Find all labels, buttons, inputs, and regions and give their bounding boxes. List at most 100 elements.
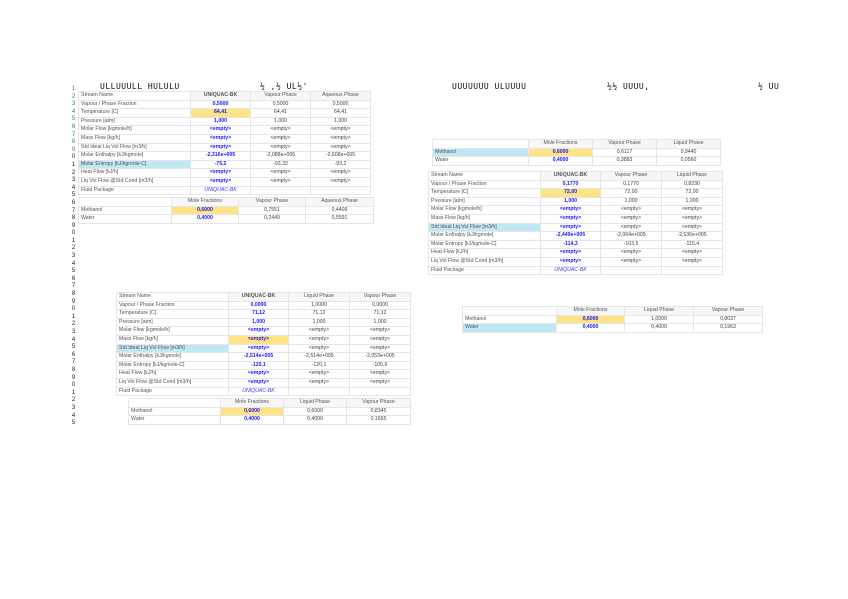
- table-row[interactable]: Molar Flow [kgmole/h] <empty> <empty> <empt…: [116, 326, 411, 336]
- table-row[interactable]: Fluid Package UNIQUAC-BK: [78, 185, 371, 196]
- cell-value[interactable]: <empty>: [250, 168, 311, 178]
- cell-value[interactable]: 0,4000: [171, 214, 239, 224]
- cell-value[interactable]: UNIQUAC-BK: [190, 185, 251, 196]
- cell-value[interactable]: -2,449e+005: [540, 231, 601, 241]
- table-row[interactable]: Pressure [atm] 1,000 1,000 1,000: [78, 116, 371, 127]
- cell-value[interactable]: 1,000: [190, 116, 251, 127]
- table-row[interactable]: Molar Flow [kgmole/h] <empty> <empty> <empt…: [78, 125, 371, 135]
- cell-value[interactable]: <empty>: [600, 256, 662, 267]
- cell-value[interactable]: 64,41: [190, 108, 251, 118]
- table-row[interactable]: Pressure [atm] 1,000 1,000 1,000: [116, 317, 411, 328]
- table-row[interactable]: Mass Flow [kg/h] <empty> <empty> <empty>: [428, 213, 723, 224]
- cell-value[interactable]: <empty>: [228, 334, 289, 345]
- cell-value[interactable]: <empty>: [661, 222, 723, 233]
- cell-value[interactable]: 0,5591: [305, 214, 374, 224]
- table-row[interactable]: Molar Enthalpy [kJ/kgmole] -2,449e+005 -2,…: [428, 231, 723, 241]
- cell-value[interactable]: 1,000: [600, 196, 662, 207]
- cell-value[interactable]: -120,1: [228, 360, 289, 371]
- cell-value[interactable]: <empty>: [540, 205, 601, 215]
- cell-value[interactable]: <empty>: [310, 125, 371, 135]
- cell-value[interactable]: 0,6000: [556, 314, 625, 325]
- table-row[interactable]: Heat Flow [kJ/h] <empty> <empty> <empty>: [116, 369, 411, 379]
- cell-value[interactable]: 72,00: [661, 188, 723, 198]
- cell-value[interactable]: -2,053e+005: [349, 352, 411, 362]
- cell-value[interactable]: 0,1655: [346, 415, 411, 425]
- cell-value[interactable]: <empty>: [349, 334, 411, 345]
- cell-value[interactable]: <empty>: [228, 326, 289, 336]
- cell-value[interactable]: <empty>: [250, 176, 311, 187]
- cell-value[interactable]: [600, 265, 662, 276]
- cell-value[interactable]: 1,000: [310, 116, 371, 127]
- cell-value[interactable]: 1,000: [288, 317, 350, 328]
- table-row[interactable]: Fluid Package UNIQUAC-BK: [428, 265, 723, 276]
- table-row[interactable]: Molar Entropy [kJ/kgmole-C] -75,2 -93,32 -9…: [78, 159, 371, 170]
- cell-value[interactable]: -2,608e+005: [310, 151, 371, 161]
- cell-value[interactable]: <empty>: [600, 222, 662, 233]
- cell-value[interactable]: <empty>: [288, 334, 350, 345]
- cell-value[interactable]: <empty>: [288, 369, 350, 379]
- cell-value[interactable]: 1,000: [349, 317, 411, 328]
- cell-value[interactable]: -2,514e+005: [288, 352, 350, 362]
- cell-value[interactable]: 0,4000: [556, 323, 625, 333]
- table-row[interactable]: Liq Vol Flow @Std Cond [m3/h] <empty> <emp…: [78, 176, 371, 187]
- cell-value[interactable]: -114,3: [540, 239, 601, 250]
- table-row[interactable]: Pressure [atm] 1,000 1,000 1,000: [428, 196, 723, 207]
- cell-value[interactable]: 0,2449: [238, 214, 306, 224]
- cell-value[interactable]: <empty>: [540, 222, 601, 233]
- cell-value[interactable]: 1,0000: [288, 300, 350, 311]
- cell-value[interactable]: <empty>: [600, 213, 662, 224]
- cell-value[interactable]: -115,4: [661, 239, 723, 250]
- cell-value[interactable]: <empty>: [661, 213, 723, 224]
- table-row[interactable]: Std Ideal Liq Vol Flow [m3/h] <empty> <emp…: [428, 222, 723, 233]
- table-row[interactable]: Temperature [C] 64,41 64,41 64,41: [78, 108, 371, 118]
- cell-value[interactable]: 71,12: [349, 309, 411, 319]
- table-row[interactable]: Temperature [C] 71,12 71,12 71,12: [116, 309, 411, 319]
- cell-value[interactable]: 0,6000: [528, 147, 593, 158]
- cell-value[interactable]: <empty>: [349, 377, 411, 388]
- cell-value[interactable]: 0,0000: [228, 300, 289, 311]
- cell-value[interactable]: <empty>: [540, 256, 601, 267]
- cell-value[interactable]: 1,000: [250, 116, 311, 127]
- table-row[interactable]: Liq Vol Flow @Std Cond [m3/h] <empty> <emp…: [116, 377, 411, 388]
- table-row[interactable]: Methanol 0,6000 0,6000 0,8345: [128, 406, 411, 417]
- table-row[interactable]: Molar Enthalpy [kJ/kgmole] -2,316e+005 -2,…: [78, 151, 371, 161]
- table-row[interactable]: Liq Vol Flow @Std Cond [m3/h] <empty> <emp…: [428, 256, 723, 267]
- cell-value[interactable]: <empty>: [190, 125, 251, 135]
- table-row[interactable]: Heat Flow [kJ/h] <empty> <empty> <empty>: [78, 168, 371, 178]
- cell-value[interactable]: 72,00: [600, 188, 662, 198]
- cell-value[interactable]: UNIQUAC-BK: [228, 386, 289, 397]
- table-row[interactable]: Methanol 0,6000 0,7551 0,4409: [78, 205, 374, 216]
- cell-value[interactable]: 1,000: [228, 317, 289, 328]
- cell-value[interactable]: -2,514e+005: [228, 352, 289, 362]
- cell-value[interactable]: <empty>: [540, 248, 601, 258]
- table-row[interactable]: Water 0,4000 0,4000 0,1963: [462, 323, 763, 333]
- table-row[interactable]: Mass Flow [kg/h] <empty> <empty> <empty>: [78, 133, 371, 144]
- cell-value[interactable]: 1,0000: [624, 314, 694, 325]
- cell-value[interactable]: -2,064e+005: [600, 231, 662, 241]
- cell-value[interactable]: <empty>: [190, 168, 251, 178]
- cell-value[interactable]: 0,5000: [190, 99, 251, 110]
- table-row[interactable]: Water 0,4000 0,3883 0,0560: [432, 156, 721, 166]
- cell-value[interactable]: [661, 265, 723, 276]
- cell-value[interactable]: <empty>: [661, 256, 723, 267]
- cell-value[interactable]: 0,8037: [693, 314, 763, 325]
- cell-value[interactable]: 0,0560: [656, 156, 721, 166]
- cell-value[interactable]: <empty>: [600, 205, 662, 215]
- cell-value[interactable]: <empty>: [190, 176, 251, 187]
- cell-value[interactable]: <empty>: [228, 377, 289, 388]
- cell-value[interactable]: 0,1963: [693, 323, 763, 333]
- cell-value[interactable]: <empty>: [349, 369, 411, 379]
- cell-value[interactable]: 71,12: [228, 309, 289, 319]
- cell-value[interactable]: <empty>: [310, 176, 371, 187]
- cell-value[interactable]: -105,6: [349, 360, 411, 371]
- cell-value[interactable]: 0,8230: [661, 179, 723, 190]
- cell-value[interactable]: UNIQUAC-BK: [540, 265, 601, 276]
- cell-value[interactable]: -93,2: [310, 159, 371, 170]
- table-row[interactable]: Molar Entropy [kJ/kgmole-C] -114,3 -103,5-…: [428, 239, 723, 250]
- cell-value[interactable]: <empty>: [250, 142, 311, 153]
- cell-value[interactable]: [288, 386, 350, 397]
- cell-value[interactable]: 0,6000: [283, 406, 347, 417]
- table-row[interactable]: Molar Entropy [kJ/kgmole-C] -120,1 -120,1-…: [116, 360, 411, 371]
- cell-value[interactable]: <empty>: [250, 125, 311, 135]
- table-row[interactable]: Heat Flow [kJ/h] <empty> <empty> <empty>: [428, 248, 723, 258]
